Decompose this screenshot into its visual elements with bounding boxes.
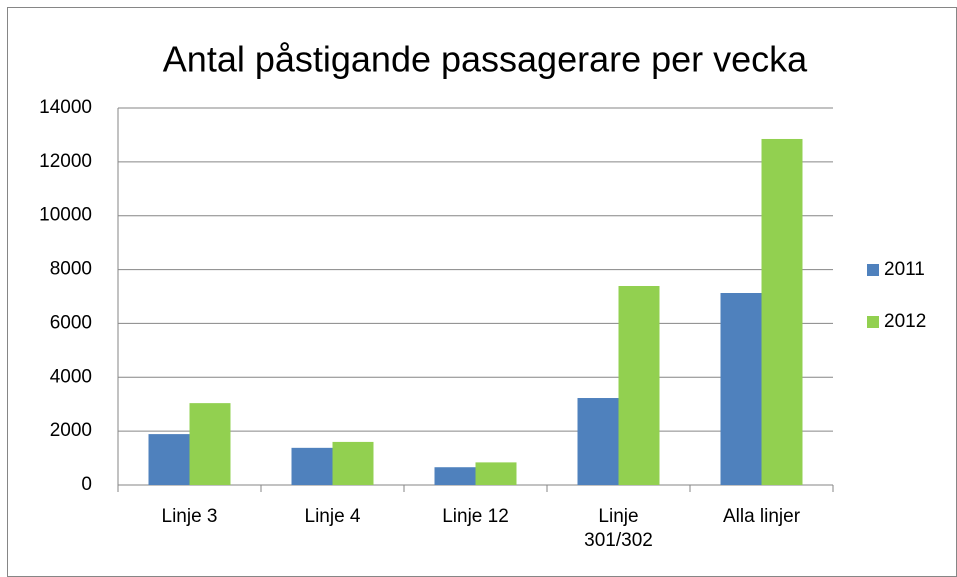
y-tick-label: 0 [81,474,92,495]
x-tick-label: Linje 4 [304,506,361,527]
legend-label: 2011 [884,259,925,280]
bar [475,462,517,485]
bar [720,292,762,485]
legend-label: 2012 [884,311,926,332]
bar [189,403,231,485]
legend-swatch [867,264,879,276]
y-tick-label: 6000 [50,312,92,333]
bar [761,138,803,486]
y-tick-label: 10000 [39,205,92,226]
x-tick-label: Linje 12 [442,506,509,527]
y-tick-label: 4000 [50,366,92,387]
bar [148,434,190,485]
y-tick-label: 2000 [50,420,92,441]
y-tick-label: 12000 [39,151,92,172]
bar [434,467,476,485]
x-tick-label: Alla linjer [722,506,801,527]
legend-swatch [867,316,879,328]
x-tick-label: Linje 301/302 [584,506,653,551]
bar [618,285,660,485]
bar [332,441,374,485]
bar [291,447,333,485]
bar [577,398,619,485]
y-tick-label: 14000 [39,97,92,118]
chart-frame [7,7,957,577]
chart-title: Antal påstigande passagerare per vecka [163,39,808,80]
y-tick-label: 8000 [50,259,92,280]
x-tick-label: Linje 3 [161,506,218,527]
